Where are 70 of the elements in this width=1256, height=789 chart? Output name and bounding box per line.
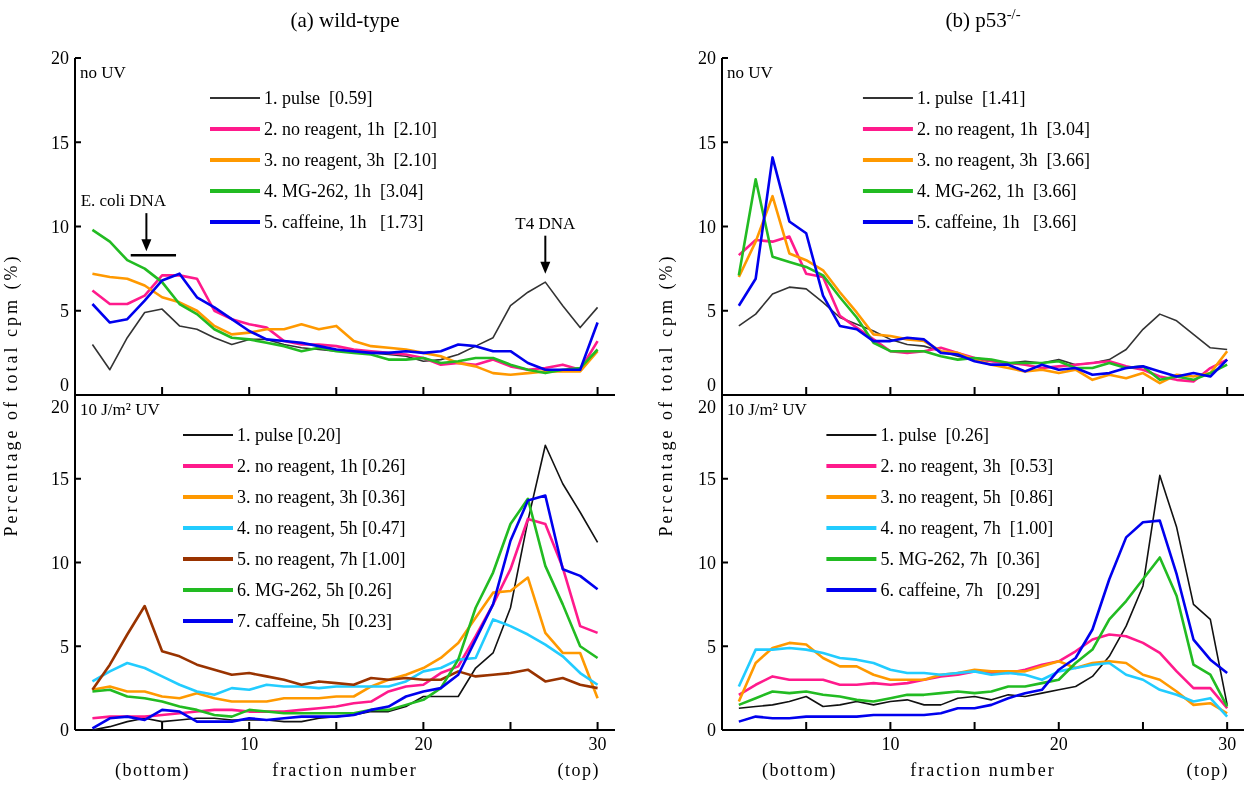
annotation: E. coli DNA (80, 191, 167, 211)
legend-label: 1. pulse [0.20] (237, 425, 341, 446)
legend-label: 3. no reagent, 3h [3.66] (916, 150, 1090, 171)
text: (top) (1186, 760, 1229, 781)
legend-label: 5. MG-262, 7h [0.36] (880, 549, 1040, 570)
legend-label: 5. caffeine, 1h [1.73] (264, 212, 424, 233)
legend-label: 3. no reagent, 3h [2.10] (264, 150, 437, 171)
legend-label: 1. pulse [1.41] (916, 88, 1026, 109)
legend-label: 5. caffeine, 1h [3.66] (916, 212, 1077, 233)
legend-label: 4. no reagent, 7h [1.00] (880, 518, 1054, 539)
legend-label: 4. MG-262, 1h [3.66] (916, 181, 1077, 202)
legend-label: 7. caffeine, 5h [0.23] (237, 611, 393, 632)
text: (top) (557, 760, 600, 781)
chart-title: (a) wild-type (290, 8, 400, 32)
legend-label: 4. MG-262, 1h [3.04] (264, 181, 424, 202)
legend-label: 2. no reagent, 1h [0.26] (237, 456, 406, 477)
legend-label: 4. no reagent, 5h [0.47] (237, 518, 406, 539)
y-axis-title: Percentage of total cpm (%) (656, 253, 677, 537)
y-tick-label: 5 (707, 636, 716, 657)
legend-label: 2. no reagent, 1h [2.10] (264, 119, 437, 140)
y-tick-label: 20 (698, 48, 716, 69)
chart-subtitle: no UV (727, 63, 774, 82)
line-series (91, 604, 599, 692)
x-tick-label: 30 (1218, 734, 1237, 754)
y-tick-label: 0 (60, 720, 69, 741)
y-tick-label: 15 (51, 132, 69, 153)
y-tick-label: 15 (51, 469, 69, 490)
y-tick-label: 20 (51, 397, 69, 418)
line-series (737, 519, 1229, 723)
x-axis-title: fraction number (272, 760, 418, 780)
legend-label: 5. no reagent, 7h [1.00] (237, 549, 406, 570)
y-tick-label: 5 (60, 301, 69, 322)
legend-label: 3. no reagent, 3h [0.36] (237, 487, 406, 508)
y-tick-label: 15 (698, 132, 716, 153)
chart-subtitle: no UV (80, 63, 127, 82)
y-tick-label: 20 (51, 48, 69, 69)
x-tick-label: 20 (414, 734, 433, 754)
y-tick-label: 20 (698, 397, 716, 418)
y-tick-label: 10 (51, 216, 69, 237)
annotation: T4 DNA (515, 213, 577, 233)
x-axis-title: fraction number (910, 760, 1056, 780)
chart-subtitle: 10 J/m² UV (80, 400, 161, 419)
y-tick-label: 10 (51, 552, 69, 573)
x-tick-label: 10 (240, 734, 259, 754)
y-tick-label: 5 (707, 301, 716, 322)
chart-subtitle: 10 J/m² UV (727, 400, 808, 419)
y-tick-label: 0 (60, 375, 69, 396)
y-tick-label: 10 (698, 552, 716, 573)
y-tick-label: 10 (698, 216, 716, 237)
legend-label: 3. no reagent, 5h [0.86] (880, 487, 1054, 508)
x-tick-label: 20 (1049, 734, 1068, 754)
y-tick-label: 0 (707, 375, 716, 396)
y-tick-label: 5 (60, 636, 69, 657)
y-axis-title: Percentage of total cpm (%) (1, 253, 22, 537)
x-tick-label: 30 (588, 734, 607, 754)
legend-label: 2. no reagent, 3h [0.53] (880, 456, 1054, 477)
x-tick-label: 10 (881, 734, 900, 754)
legend-label: 6. MG-262, 5h [0.26] (237, 580, 392, 601)
line-series (91, 576, 599, 703)
line-series (738, 474, 1228, 710)
chart-title: (b) p53$^{-/-}$ (945, 6, 1021, 32)
legend-label: 1. pulse [0.59] (264, 88, 373, 109)
legend-label: 6. caffeine, 7h [0.29] (880, 580, 1041, 601)
y-tick-label: 15 (698, 469, 716, 490)
text: (bottom) (115, 760, 190, 781)
text: (bottom) (762, 760, 837, 781)
legend-label: 2. no reagent, 1h [3.04] (916, 119, 1090, 140)
legend-label: 1. pulse [0.26] (880, 425, 989, 446)
y-tick-label: 0 (707, 720, 716, 741)
line-series (91, 444, 599, 731)
